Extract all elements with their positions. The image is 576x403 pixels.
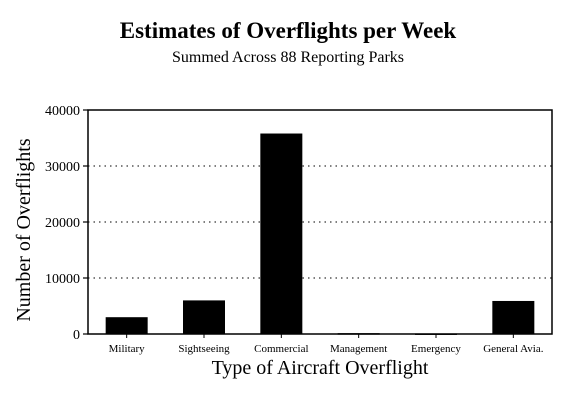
bar-commercial bbox=[260, 133, 303, 334]
x-tick-label: Military bbox=[109, 343, 146, 355]
x-axis-title: Type of Aircraft Overflight bbox=[212, 357, 429, 379]
y-tick-label: 30000 bbox=[45, 160, 80, 175]
y-tick-label: 20000 bbox=[45, 216, 80, 231]
chart-subtitle: Summed Across 88 Reporting Parks bbox=[172, 49, 404, 66]
y-tick-label: 10000 bbox=[45, 272, 80, 287]
y-tick-label: 0 bbox=[73, 328, 80, 343]
gridlines bbox=[88, 165, 552, 279]
x-tick-label: General Avia. bbox=[483, 343, 544, 355]
y-tick-label: 40000 bbox=[45, 104, 80, 119]
bar-sightseeing bbox=[183, 300, 225, 334]
x-tick-label: Commercial bbox=[254, 343, 308, 355]
x-tick-label: Sightseeing bbox=[178, 343, 230, 355]
bar-general-avia bbox=[492, 300, 535, 334]
bars bbox=[105, 133, 535, 335]
x-axis-ticks: Military Sightseeing Commercial Management E… bbox=[109, 334, 544, 355]
bar-military bbox=[105, 317, 148, 334]
chart-title: Estimates of Overflights per Week bbox=[119, 18, 457, 43]
y-axis-ticks: 0 10000 20000 30000 40000 bbox=[45, 104, 88, 343]
x-tick-label: Management bbox=[330, 343, 387, 355]
x-tick-label: Emergency bbox=[411, 343, 461, 355]
y-axis-title: Number of Overflights bbox=[13, 138, 35, 322]
